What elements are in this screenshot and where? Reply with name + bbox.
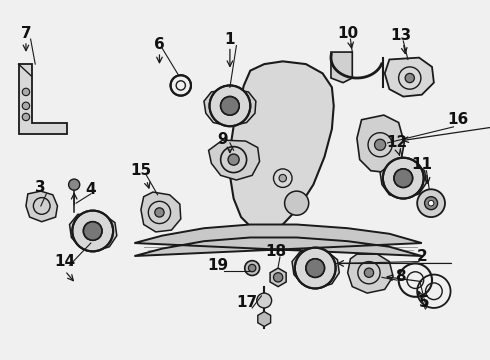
- Polygon shape: [204, 89, 256, 126]
- Polygon shape: [26, 191, 57, 222]
- Circle shape: [69, 179, 80, 190]
- Text: 18: 18: [266, 244, 287, 259]
- Circle shape: [365, 268, 373, 277]
- Text: 3: 3: [35, 180, 46, 195]
- Circle shape: [248, 264, 256, 272]
- Text: 8: 8: [395, 269, 406, 284]
- Text: 7: 7: [21, 26, 31, 41]
- Text: 16: 16: [447, 112, 468, 127]
- Text: 6: 6: [154, 37, 165, 52]
- Circle shape: [73, 211, 113, 251]
- Text: 9: 9: [217, 132, 228, 147]
- Text: 12: 12: [386, 135, 407, 150]
- Text: 13: 13: [390, 28, 411, 43]
- Polygon shape: [385, 58, 434, 96]
- Circle shape: [383, 158, 424, 199]
- Polygon shape: [357, 115, 404, 172]
- Circle shape: [22, 102, 30, 109]
- Circle shape: [220, 96, 239, 115]
- Polygon shape: [230, 61, 334, 231]
- Circle shape: [83, 222, 102, 240]
- Circle shape: [295, 248, 336, 288]
- Circle shape: [279, 175, 287, 182]
- Polygon shape: [134, 225, 422, 256]
- Polygon shape: [141, 192, 181, 232]
- Circle shape: [83, 222, 102, 240]
- Circle shape: [425, 197, 438, 210]
- Polygon shape: [19, 64, 67, 134]
- Polygon shape: [209, 140, 260, 180]
- Polygon shape: [347, 254, 393, 293]
- Text: 2: 2: [416, 248, 427, 264]
- Circle shape: [273, 273, 283, 282]
- Text: 5: 5: [419, 295, 430, 310]
- Circle shape: [245, 261, 260, 275]
- Polygon shape: [258, 312, 270, 327]
- Text: 10: 10: [337, 26, 358, 41]
- Circle shape: [399, 175, 407, 182]
- Text: 19: 19: [207, 258, 228, 273]
- Circle shape: [306, 259, 324, 277]
- Text: 14: 14: [54, 254, 75, 269]
- Polygon shape: [270, 268, 286, 287]
- Circle shape: [306, 259, 324, 277]
- Circle shape: [405, 73, 415, 83]
- Circle shape: [312, 264, 319, 272]
- Circle shape: [220, 96, 239, 115]
- Circle shape: [374, 139, 386, 150]
- Text: 4: 4: [86, 182, 96, 197]
- Polygon shape: [380, 163, 426, 199]
- Circle shape: [155, 208, 164, 217]
- Circle shape: [22, 88, 30, 96]
- Circle shape: [257, 293, 271, 308]
- Text: 17: 17: [236, 295, 257, 310]
- Text: 15: 15: [130, 163, 151, 178]
- Text: 1: 1: [224, 32, 235, 46]
- Circle shape: [285, 191, 309, 215]
- Polygon shape: [292, 251, 339, 288]
- Polygon shape: [70, 214, 117, 251]
- Circle shape: [428, 201, 434, 206]
- Circle shape: [22, 113, 30, 121]
- Circle shape: [394, 169, 413, 188]
- Circle shape: [394, 169, 413, 188]
- Circle shape: [89, 227, 97, 235]
- Circle shape: [226, 102, 234, 109]
- Polygon shape: [331, 52, 352, 83]
- Circle shape: [210, 85, 250, 126]
- Text: 11: 11: [411, 157, 432, 172]
- Circle shape: [228, 154, 239, 165]
- Circle shape: [417, 189, 445, 217]
